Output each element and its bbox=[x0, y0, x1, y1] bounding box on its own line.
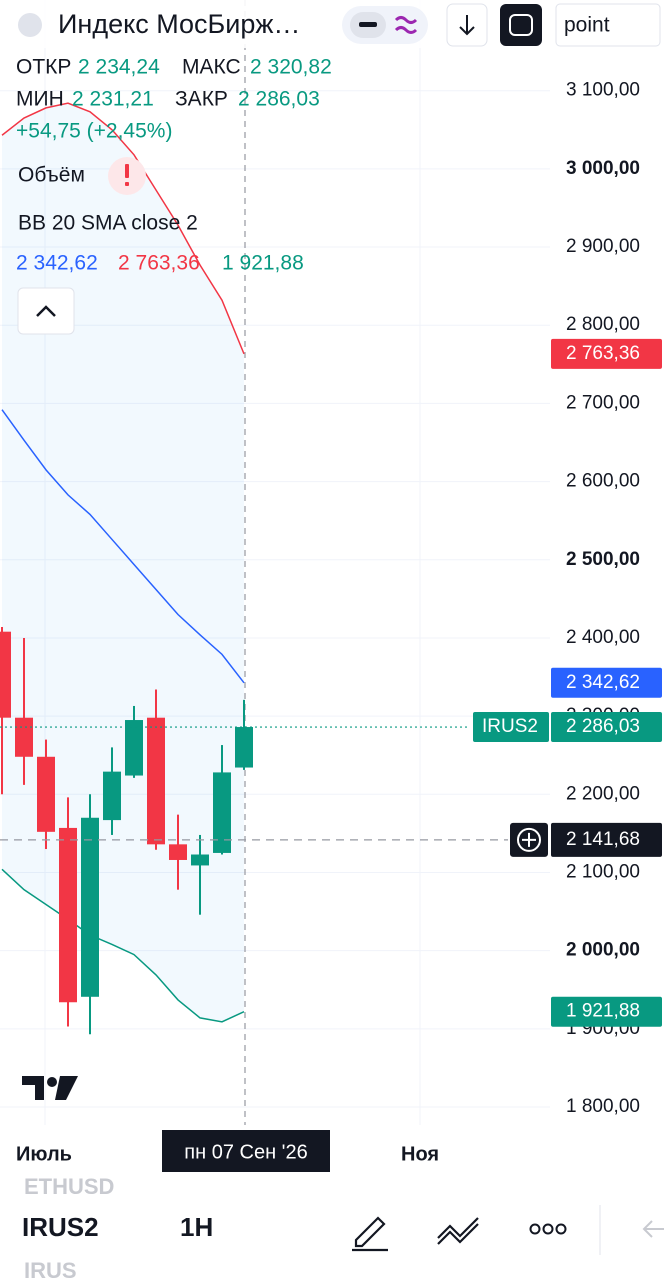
x-axis-label: Июль bbox=[16, 1143, 72, 1165]
legend-label: ОТКР bbox=[16, 56, 71, 79]
wave-icon bbox=[394, 16, 418, 34]
y-tick-label: 2 000,00 bbox=[566, 940, 640, 961]
fullscreen-button[interactable] bbox=[500, 4, 542, 46]
volume-indicator[interactable]: Объём bbox=[18, 164, 85, 187]
indicator-name[interactable]: BB 20 SMA close 2 bbox=[18, 212, 198, 235]
close-badge bbox=[551, 712, 662, 743]
draw-tool-button[interactable] bbox=[352, 1216, 388, 1252]
interval-selector[interactable]: 1H bbox=[180, 1212, 213, 1242]
chevron-icon bbox=[36, 305, 56, 317]
band-fill bbox=[2, 103, 244, 1022]
symbol-badge-text: IRUS2 bbox=[482, 716, 538, 737]
indicator-line bbox=[1, 868, 245, 1023]
indicator-value: 2 342,62 bbox=[16, 252, 98, 275]
candle-body bbox=[0, 631, 11, 718]
legend-value: 2 320,82 bbox=[250, 56, 332, 79]
symbol-title[interactable]: Индекс МосБирж… bbox=[58, 9, 300, 39]
close-badge-text: 2 286,03 bbox=[566, 716, 640, 737]
candle-body bbox=[147, 717, 165, 845]
price-badge-text: 1 921,88 bbox=[566, 1001, 640, 1022]
indicator-value: 2 763,36 bbox=[118, 252, 200, 275]
price-badge-text: 2 763,36 bbox=[566, 343, 640, 364]
candle-body bbox=[103, 771, 121, 821]
candle-body bbox=[235, 727, 253, 768]
price-badge bbox=[551, 338, 662, 369]
warning-mark bbox=[125, 164, 129, 178]
candle-body bbox=[125, 720, 143, 776]
y-tick-label: 1 800,00 bbox=[566, 1096, 640, 1117]
crosshair-plus-icon bbox=[522, 832, 536, 847]
y-tick-label: 2 800,00 bbox=[566, 314, 640, 335]
crosshair-date-badge bbox=[162, 1130, 330, 1172]
y-tick-label: 2 200,00 bbox=[566, 783, 640, 804]
arrow-icon bbox=[459, 15, 475, 36]
logo bbox=[22, 1076, 44, 1100]
legend-value: 2 234,24 bbox=[78, 56, 160, 79]
legend-label: МАКС bbox=[182, 56, 241, 79]
y-tick-label: 2 700,00 bbox=[566, 392, 640, 413]
y-tick-label: 3 100,00 bbox=[566, 80, 640, 101]
fullscreen-icon bbox=[509, 14, 533, 36]
indicator-line bbox=[1, 102, 245, 355]
price-badge-text: 2 342,62 bbox=[566, 672, 640, 693]
candle-body bbox=[81, 817, 99, 997]
y-tick-label: 3 000,00 bbox=[566, 158, 640, 179]
minus-icon bbox=[359, 22, 377, 27]
price-badge bbox=[551, 667, 662, 698]
plot-area: 1 800,001 900,002 000,002 100,002 200,00… bbox=[0, 80, 640, 1117]
candle-body bbox=[15, 717, 33, 757]
symbol-list-item[interactable]: IRUS bbox=[24, 1258, 77, 1280]
dot bbox=[529, 1223, 541, 1235]
symbol-badge bbox=[473, 712, 549, 743]
logo bbox=[55, 1076, 78, 1100]
candle-body bbox=[169, 844, 187, 860]
dot bbox=[555, 1223, 567, 1235]
price-badge bbox=[551, 996, 662, 1027]
y-tick-label: 2 600,00 bbox=[566, 471, 640, 492]
x-axis-label: Ноя bbox=[401, 1143, 439, 1165]
indicator-line bbox=[1, 409, 245, 684]
y-tick-label: 2 900,00 bbox=[566, 236, 640, 257]
candle-body bbox=[37, 756, 55, 832]
candle-body bbox=[59, 827, 77, 1003]
logo bbox=[47, 1077, 57, 1087]
back-button[interactable] bbox=[642, 1220, 664, 1238]
interval-input[interactable] bbox=[555, 3, 661, 47]
legend-value: 2 286,03 bbox=[238, 88, 320, 111]
crosshair-plus bbox=[517, 827, 541, 852]
interval-input-text: point bbox=[564, 14, 610, 37]
legend-change: +54,75 (+2,45%) bbox=[16, 120, 172, 143]
price-badges: 2 342,62 2 763,36 1 921,88 IRUS2 2 286,03 2 1… bbox=[473, 338, 662, 1027]
crosshair-date: пн 07 Сен '26 bbox=[184, 1141, 307, 1163]
more-button[interactable] bbox=[529, 1223, 567, 1235]
y-tick-label: 2 500,00 bbox=[566, 549, 640, 570]
dot bbox=[542, 1223, 554, 1235]
collapse-button[interactable] bbox=[17, 287, 75, 335]
legend-label: МИН bbox=[16, 88, 64, 111]
symbol-icon bbox=[18, 13, 42, 37]
y-tick-label: 2 400,00 bbox=[566, 627, 640, 648]
candle-body bbox=[213, 772, 231, 853]
crosshair-price: 2 141,68 bbox=[566, 829, 640, 850]
symbol-list-item[interactable]: ETHUSD bbox=[24, 1174, 114, 1199]
symbol-selector[interactable]: IRUS2 bbox=[22, 1212, 99, 1242]
indicators-button[interactable] bbox=[437, 1217, 479, 1245]
legend-label: ЗАКР bbox=[175, 88, 228, 111]
warning-dot bbox=[125, 182, 129, 186]
marks bbox=[0, 102, 508, 1035]
candle-body bbox=[191, 854, 209, 866]
indicator-value: 1 921,88 bbox=[222, 252, 304, 275]
legend-value: 2 231,21 bbox=[72, 88, 154, 111]
crosshair-price-badge bbox=[551, 822, 662, 857]
y-tick-label: 2 100,00 bbox=[566, 861, 640, 882]
